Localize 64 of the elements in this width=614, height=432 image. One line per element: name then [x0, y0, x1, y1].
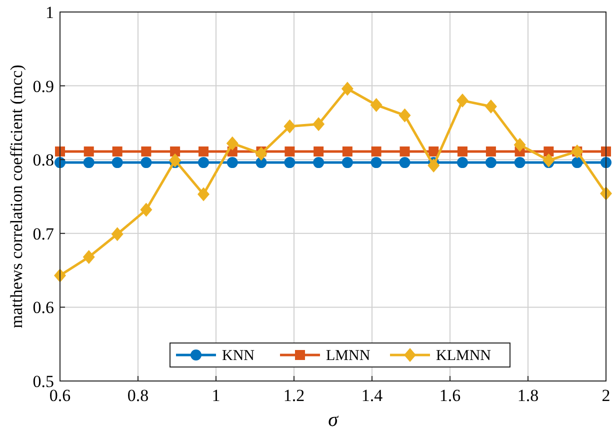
- point: [371, 146, 382, 156]
- point: [84, 146, 94, 156]
- point: [284, 146, 295, 156]
- point: [198, 146, 209, 156]
- point: [457, 146, 468, 156]
- point: [601, 146, 611, 156]
- point: [169, 153, 182, 168]
- point: [486, 146, 496, 156]
- point: [456, 157, 468, 168]
- point: [485, 157, 496, 168]
- point: [226, 136, 238, 150]
- point: [82, 250, 95, 264]
- point: [226, 157, 238, 168]
- y-tick-label: 0.7: [32, 224, 54, 244]
- point: [342, 146, 352, 156]
- x-tick-label: 1.6: [439, 386, 461, 405]
- point: [198, 157, 210, 168]
- x-tick-label: 1.2: [283, 386, 305, 405]
- legend-label: KLMNN: [436, 348, 492, 364]
- legend-label: KNN: [222, 348, 255, 364]
- point: [111, 227, 124, 242]
- y-axis-title: matthews correlation coefficient (mcc): [7, 64, 26, 328]
- point: [400, 146, 410, 156]
- y-tick-label: 0.6: [32, 298, 54, 318]
- point: [255, 146, 268, 161]
- point: [83, 157, 94, 168]
- point: [342, 157, 353, 168]
- point: [284, 119, 296, 134]
- point: [370, 98, 382, 112]
- x-axis-title: σ: [328, 409, 340, 431]
- x-tick-label: 0.8: [127, 386, 149, 405]
- point: [544, 146, 554, 156]
- point: [141, 146, 152, 156]
- point: [341, 82, 354, 96]
- point: [314, 146, 324, 156]
- point: [399, 157, 410, 168]
- point: [428, 146, 439, 156]
- point: [313, 157, 324, 168]
- point: [514, 157, 526, 168]
- point: [456, 94, 468, 108]
- x-tick-label: 1: [212, 386, 220, 405]
- point: [484, 99, 497, 114]
- point: [55, 146, 65, 156]
- point: [198, 187, 210, 202]
- x-tick-label: 1.4: [361, 386, 384, 405]
- point: [572, 157, 583, 168]
- x-tick-label: 1.8: [517, 386, 539, 405]
- y-tick-label: 0.8: [32, 150, 54, 170]
- point: [428, 158, 440, 173]
- point: [140, 202, 152, 217]
- x-tick-label: 2: [602, 386, 610, 405]
- point: [112, 157, 123, 168]
- legend-label: LMNN: [326, 348, 370, 364]
- point: [312, 117, 325, 132]
- point: [170, 146, 180, 156]
- y-tick-label: 0.9: [32, 76, 54, 96]
- point: [398, 108, 411, 122]
- point: [542, 153, 555, 168]
- point: [370, 157, 382, 168]
- y-tick-label: 1: [46, 3, 54, 22]
- point: [140, 157, 152, 168]
- point: [284, 157, 296, 168]
- point: [112, 146, 122, 156]
- point: [514, 138, 526, 152]
